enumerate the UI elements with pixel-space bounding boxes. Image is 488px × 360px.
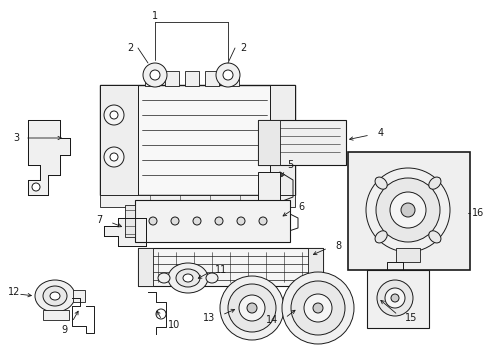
- Bar: [347, 152, 469, 270]
- Polygon shape: [28, 120, 70, 195]
- Bar: [135, 200, 289, 242]
- Ellipse shape: [104, 105, 124, 125]
- Text: 4: 4: [377, 128, 384, 138]
- Text: 8: 8: [334, 241, 341, 251]
- Ellipse shape: [205, 273, 218, 283]
- Bar: [138, 248, 153, 286]
- Ellipse shape: [374, 231, 386, 243]
- Text: 14: 14: [265, 315, 278, 325]
- Bar: [204, 71, 219, 86]
- Polygon shape: [104, 218, 146, 246]
- Text: 5: 5: [286, 160, 293, 170]
- Ellipse shape: [32, 183, 40, 191]
- Bar: [224, 71, 239, 86]
- Ellipse shape: [193, 217, 201, 225]
- Ellipse shape: [150, 70, 160, 80]
- Ellipse shape: [374, 177, 386, 189]
- Ellipse shape: [272, 136, 281, 144]
- Ellipse shape: [220, 276, 284, 340]
- Text: 1: 1: [152, 11, 158, 21]
- Ellipse shape: [43, 286, 67, 306]
- Ellipse shape: [183, 274, 193, 282]
- Text: 12: 12: [8, 287, 20, 297]
- Ellipse shape: [104, 147, 124, 167]
- Text: 16: 16: [471, 208, 483, 218]
- Ellipse shape: [239, 295, 264, 321]
- Bar: [145, 71, 159, 86]
- Bar: [366, 270, 428, 328]
- Ellipse shape: [176, 269, 200, 287]
- Bar: [258, 210, 285, 235]
- Ellipse shape: [237, 217, 244, 225]
- Ellipse shape: [171, 217, 179, 225]
- Text: 2: 2: [126, 43, 133, 53]
- Bar: [100, 85, 138, 195]
- Bar: [100, 195, 294, 207]
- Bar: [100, 85, 294, 195]
- Ellipse shape: [375, 178, 439, 242]
- Ellipse shape: [158, 273, 170, 283]
- Bar: [164, 71, 179, 86]
- Text: 2: 2: [240, 43, 245, 53]
- Bar: [184, 71, 199, 86]
- Bar: [43, 310, 69, 320]
- Ellipse shape: [428, 177, 440, 189]
- Ellipse shape: [142, 63, 167, 87]
- Bar: [258, 120, 280, 165]
- Ellipse shape: [304, 294, 331, 322]
- Ellipse shape: [282, 272, 353, 344]
- Text: 13: 13: [203, 313, 215, 323]
- Ellipse shape: [376, 280, 412, 316]
- Ellipse shape: [365, 168, 449, 252]
- Bar: [258, 120, 346, 165]
- Ellipse shape: [290, 281, 345, 335]
- Ellipse shape: [215, 217, 223, 225]
- Ellipse shape: [390, 294, 398, 302]
- Text: 11: 11: [215, 265, 227, 275]
- Ellipse shape: [400, 203, 414, 217]
- Bar: [73, 290, 85, 302]
- Ellipse shape: [149, 217, 157, 225]
- Ellipse shape: [428, 231, 440, 243]
- Ellipse shape: [110, 111, 118, 119]
- Bar: [125, 205, 135, 237]
- Bar: [307, 248, 323, 286]
- Ellipse shape: [389, 192, 425, 228]
- Text: 9: 9: [62, 325, 68, 335]
- Ellipse shape: [246, 303, 257, 313]
- Text: 15: 15: [404, 313, 417, 323]
- Ellipse shape: [223, 70, 232, 80]
- Ellipse shape: [227, 284, 275, 332]
- Ellipse shape: [312, 303, 323, 313]
- Ellipse shape: [50, 292, 60, 300]
- Ellipse shape: [259, 217, 266, 225]
- Ellipse shape: [110, 153, 118, 161]
- Text: 6: 6: [297, 202, 304, 212]
- Ellipse shape: [156, 309, 165, 319]
- Ellipse shape: [216, 63, 240, 87]
- Ellipse shape: [267, 131, 285, 149]
- Bar: [395, 248, 419, 262]
- Ellipse shape: [384, 288, 404, 308]
- Text: 7: 7: [96, 215, 102, 225]
- Bar: [258, 172, 280, 202]
- Ellipse shape: [168, 263, 207, 293]
- Text: 10: 10: [168, 320, 180, 330]
- Bar: [269, 85, 294, 195]
- Text: 3: 3: [13, 133, 19, 143]
- Bar: [138, 248, 323, 286]
- Ellipse shape: [35, 280, 75, 312]
